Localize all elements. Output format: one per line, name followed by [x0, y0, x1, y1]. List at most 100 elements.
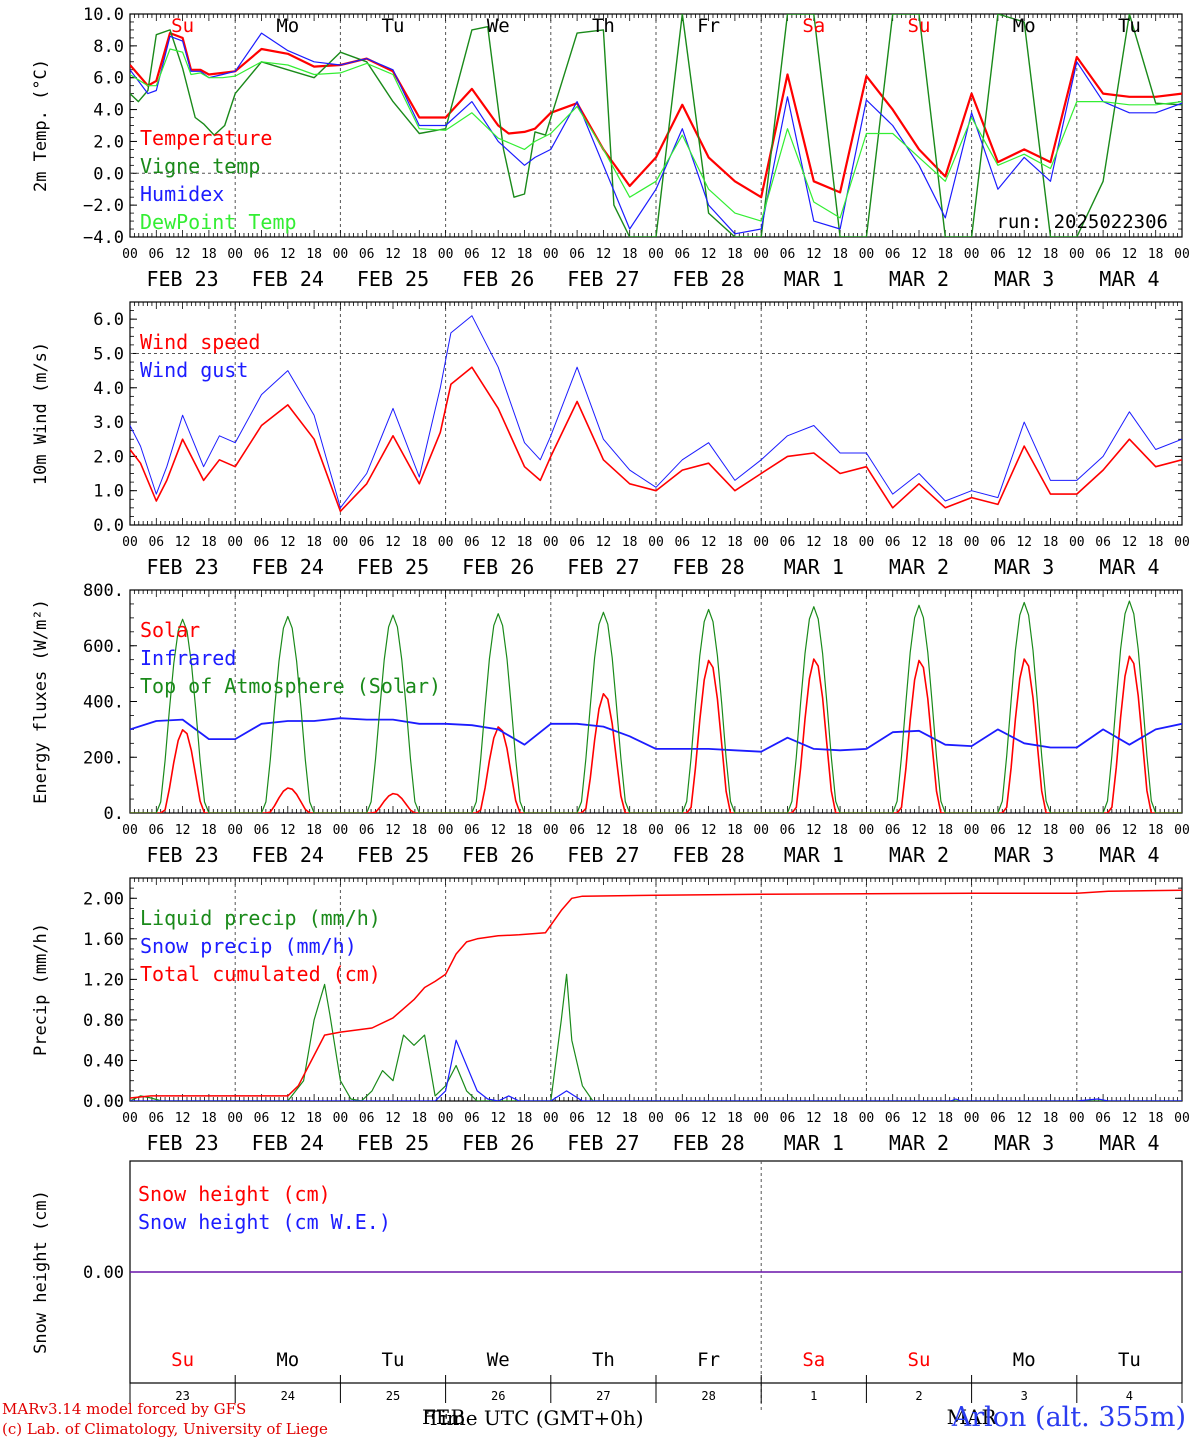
hour-tick-label: 00 [543, 823, 559, 838]
y-tick-label: 10.0 [83, 5, 124, 25]
hour-tick-label: 12 [490, 535, 506, 550]
y-tick-label: 4.0 [93, 379, 124, 399]
hour-tick-label: 18 [1043, 823, 1059, 838]
hour-tick-label: 18 [622, 247, 638, 262]
hour-tick-label: 00 [227, 535, 243, 550]
date-label: FEB 26 [462, 267, 534, 291]
hour-tick-label: 12 [280, 247, 296, 262]
hour-tick-label: 00 [648, 823, 664, 838]
y-tick-label: 0.0 [93, 516, 124, 536]
hour-tick-label: 00 [1069, 535, 1085, 550]
hour-tick-label: 00 [333, 535, 349, 550]
date-label: FEB 24 [252, 267, 324, 291]
hour-tick-label: 00 [438, 535, 454, 550]
y-tick-label: 2.0 [93, 447, 124, 467]
hour-tick-label: 12 [911, 247, 927, 262]
hour-tick-label: 18 [727, 823, 743, 838]
day-name-top: Tu [382, 15, 405, 37]
hour-tick-label: 00 [964, 247, 980, 262]
hour-tick-label: 00 [859, 247, 875, 262]
hour-tick-label: 00 [122, 247, 138, 262]
hour-tick-label: 06 [464, 1111, 480, 1126]
hour-tick-label: 00 [1174, 1111, 1190, 1126]
hour-tick-label: 06 [359, 823, 375, 838]
date-label: FEB 24 [252, 843, 324, 867]
hour-tick-label: 00 [648, 535, 664, 550]
hour-tick-label: 06 [990, 247, 1006, 262]
hour-tick-label: 12 [1016, 823, 1032, 838]
hour-tick-label: 12 [1016, 535, 1032, 550]
legend-entry: Snow height (cm) [138, 1182, 331, 1206]
hour-tick-label: 18 [1043, 1111, 1059, 1126]
y-tick-label: 0. [104, 804, 124, 824]
date-label: MAR 1 [784, 843, 844, 867]
day-name-top: Su [171, 15, 194, 37]
day-name-top: Th [592, 15, 615, 37]
hour-tick-label: 00 [227, 823, 243, 838]
day-number: 26 [491, 1389, 505, 1403]
y-tick-label: 0.0 [93, 164, 124, 184]
hour-tick-label: 18 [1043, 535, 1059, 550]
hour-tick-label: 12 [490, 247, 506, 262]
panel-frame [129, 13, 1183, 238]
hour-tick-label: 06 [148, 247, 164, 262]
y-tick-label: 0.40 [83, 1051, 124, 1071]
hour-tick-label: 12 [1122, 535, 1138, 550]
hour-tick-label: 00 [438, 247, 454, 262]
hour-tick-label: 06 [569, 823, 585, 838]
date-label: MAR 4 [1099, 555, 1159, 579]
day-number: 3 [1021, 1389, 1028, 1403]
hour-tick-label: 12 [1122, 247, 1138, 262]
hour-tick-label: 00 [122, 823, 138, 838]
y-axis-title: Energy fluxes (W/m²) [31, 599, 51, 804]
hour-tick-label: 00 [333, 247, 349, 262]
hour-tick-label: 12 [701, 823, 717, 838]
hour-tick-label: 18 [937, 823, 953, 838]
hour-tick-label: 00 [543, 247, 559, 262]
series-line-lightgreen [130, 48, 1182, 222]
series-line-red [130, 31, 1182, 199]
panel-frame [129, 589, 1183, 814]
y-tick-label: 6.0 [93, 69, 124, 89]
y-axis-title: 10m Wind (m/s) [31, 342, 51, 485]
series-line-green [130, 600, 1182, 813]
hour-tick-label: 06 [780, 1111, 796, 1126]
hour-tick-label: 18 [201, 823, 217, 838]
hour-tick-label: 12 [175, 1111, 191, 1126]
series-line-blue [130, 1039, 1182, 1101]
day-name-bottom: Fr [697, 1349, 720, 1371]
day-number: 25 [386, 1389, 400, 1403]
day-number: 24 [281, 1389, 295, 1403]
hour-tick-label: 12 [280, 823, 296, 838]
hour-tick-label: 00 [1174, 535, 1190, 550]
y-tick-label: 0.00 [83, 1092, 124, 1112]
day-name-top: Fr [697, 15, 720, 37]
chart-panel-1: 10.0 8.0 6.0 4.0 2.0 0.0 −2.0 −4.0 2m Temp. (°C)… [31, 5, 1190, 291]
date-label: FEB 26 [462, 843, 534, 867]
legend-entry: Snow precip (mm/h) [140, 934, 357, 958]
day-name-bottom: Mo [276, 1349, 299, 1371]
date-label: FEB 23 [146, 267, 218, 291]
y-tick-label: 400. [83, 693, 124, 713]
chart-panel-4: 2.00 1.60 1.20 0.80 0.40 0.00 Precip (mm/h) Liq… [31, 877, 1190, 1155]
date-label: FEB 27 [567, 267, 639, 291]
hour-tick-label: 06 [885, 247, 901, 262]
hour-tick-label: 00 [753, 823, 769, 838]
y-tick-label: 200. [83, 748, 124, 768]
panel-frame [129, 301, 1183, 526]
hour-tick-label: 18 [517, 823, 533, 838]
hour-tick-label: 12 [1016, 247, 1032, 262]
y-axis-title: 2m Temp. (°C) [31, 59, 51, 192]
hour-tick-label: 06 [885, 823, 901, 838]
legend-entry: Humidex [140, 182, 224, 206]
hour-tick-label: 00 [1069, 823, 1085, 838]
hour-tick-label: 12 [175, 823, 191, 838]
date-label: MAR 1 [784, 1131, 844, 1155]
date-label: FEB 25 [357, 843, 429, 867]
hour-tick-label: 00 [753, 535, 769, 550]
hour-tick-label: 00 [227, 247, 243, 262]
hour-tick-label: 00 [438, 823, 454, 838]
hour-tick-label: 00 [1069, 1111, 1085, 1126]
hour-tick-label: 18 [727, 247, 743, 262]
y-tick-label: 2.00 [83, 889, 124, 909]
